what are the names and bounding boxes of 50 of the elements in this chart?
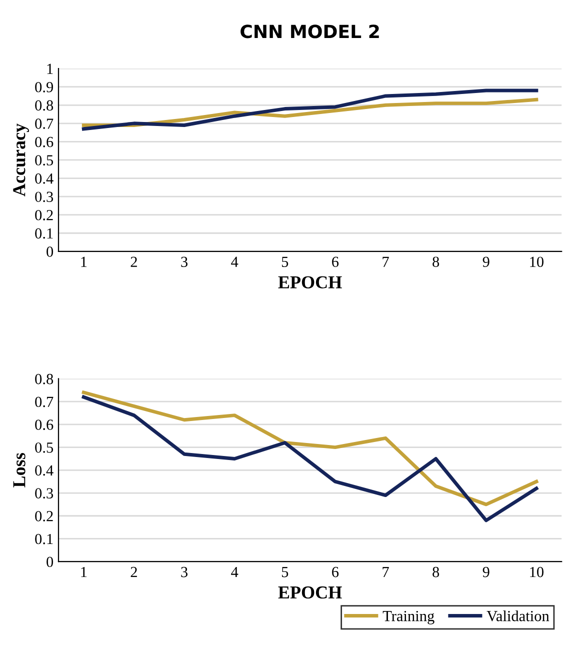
x-tick-label: 4 [231,256,238,267]
y-tick-label: 0.2 [35,210,53,220]
y-tick-label: 0.8 [35,374,54,384]
x-tick-label: 2 [130,566,137,578]
y-tick-label: 0.3 [35,192,54,202]
line-series [82,88,538,131]
legend-label: Training [382,610,434,624]
x-tick-label: 10 [530,566,544,578]
chart-title: CNN MODEL 2 [240,24,379,38]
x-tick-label: 8 [432,256,440,268]
x-axis-title: EPOCH [278,586,342,599]
y-tick-label: 0.1 [35,228,53,239]
y-tick-label: 0.5 [35,442,54,453]
y-tick-label: 0 [46,556,54,568]
x-tick-label: 8 [432,566,440,578]
x-tick-label: 4 [231,566,238,578]
legend-label: Validation [486,610,550,622]
x-tick-label: 1 [81,566,87,578]
y-tick-label: 0.9 [35,82,54,92]
x-tick-label: 2 [130,256,137,267]
x-tick-label: 3 [181,256,188,268]
y-tick-label: 0.4 [35,173,54,184]
x-tick-label: 9 [482,566,490,578]
line-series [82,390,538,506]
x-tick-label: 7 [382,256,389,267]
y-axis-title: Loss [13,453,26,488]
y-tick-label: 1 [47,64,53,74]
y-tick-label: 0.7 [35,118,54,129]
y-tick-label: 0.5 [35,155,54,166]
y-tick-label: 0.8 [35,100,54,111]
y-tick-label: 0 [46,246,54,257]
x-tick-label: 1 [81,256,87,267]
y-tick-label: 0.3 [35,488,54,499]
x-tick-label: 6 [332,566,339,578]
x-tick-label: 5 [282,567,288,578]
y-axis-title: Accuracy [13,124,29,196]
x-tick-label: 9 [482,256,490,268]
x-tick-label: 7 [382,567,389,578]
y-tick-label: 0.6 [35,420,54,430]
y-tick-label: 0.1 [35,534,53,544]
y-tick-label: 0.7 [35,396,54,408]
x-tick-label: 5 [282,256,288,268]
x-axis-title: EPOCH [278,276,342,288]
y-tick-label: 0.6 [35,136,54,148]
x-tick-label: 3 [181,566,188,578]
y-tick-label: 0.4 [35,465,54,476]
x-tick-label: 6 [332,256,339,268]
line-series [82,395,538,522]
x-tick-label: 10 [530,256,544,268]
y-tick-label: 0.2 [35,511,53,522]
